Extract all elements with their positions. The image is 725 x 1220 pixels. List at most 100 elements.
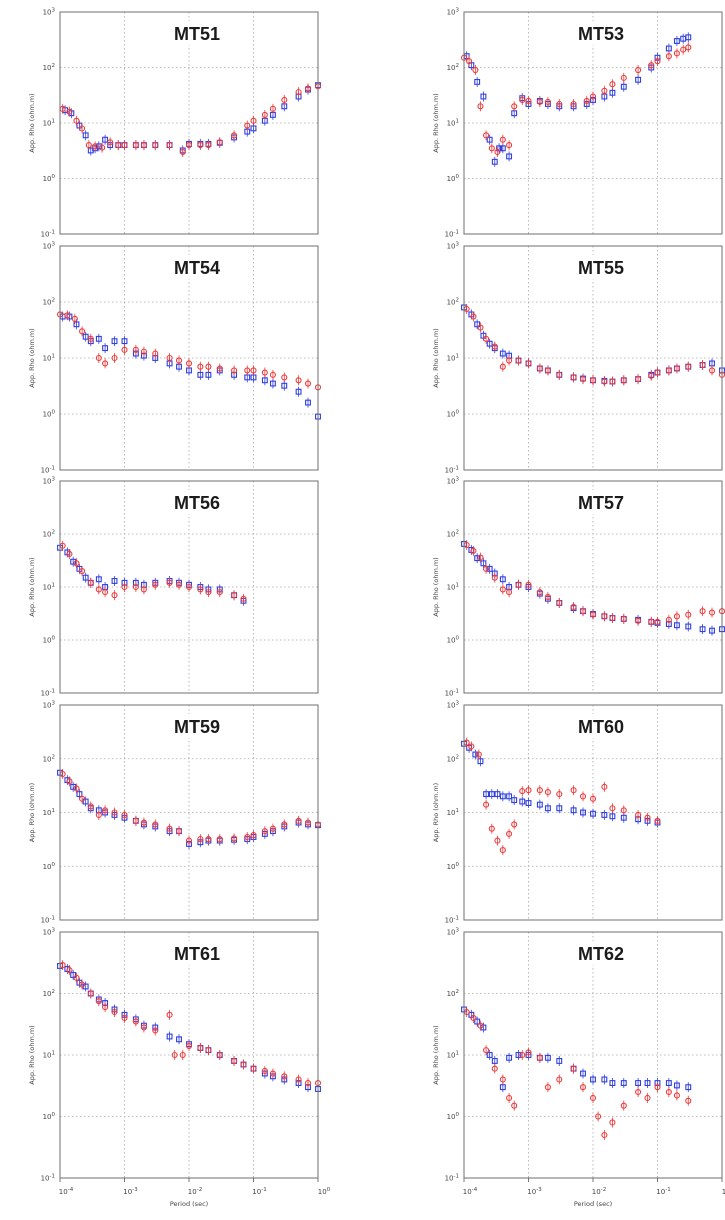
data-point [590, 810, 596, 817]
data-point [261, 111, 268, 118]
data-point [185, 583, 193, 591]
data-point [121, 1014, 128, 1022]
data-point [140, 819, 147, 826]
data-point [483, 1047, 490, 1054]
y-tick-label: 103 [447, 477, 460, 486]
panel-mt55: 10-1 100 101 102 103 App. Rho (ohm.m) MT55 [432, 242, 725, 475]
data-point [102, 345, 109, 352]
data-point [488, 825, 495, 832]
data-point [515, 581, 522, 588]
y-axis-label: App. Rho (ohm.m) [432, 328, 440, 387]
data-point [474, 321, 481, 328]
data-point [648, 62, 655, 69]
x-tick-label: 10-2 [188, 1187, 202, 1196]
data-point [472, 751, 479, 758]
data-point [132, 583, 139, 591]
data-point [70, 558, 77, 565]
data-point [269, 105, 276, 112]
data-point [281, 96, 288, 104]
x-axis-label: Period (sec) [574, 1200, 612, 1208]
data-point [609, 805, 616, 812]
data-point [82, 574, 89, 581]
y-tick-label: 103 [447, 8, 460, 17]
data-point [491, 158, 498, 165]
data-point [685, 611, 692, 618]
data-point [601, 378, 608, 385]
y-tick-label: 102 [43, 754, 55, 763]
plot-frame [463, 704, 723, 921]
data-point [483, 801, 490, 808]
data-point [197, 586, 204, 593]
data-point [536, 98, 543, 105]
data-point [121, 583, 128, 591]
data-point [654, 817, 661, 824]
data-point [654, 369, 661, 376]
data-point [295, 1076, 302, 1083]
data-point [132, 142, 139, 149]
data-point [477, 324, 484, 331]
panel-mt54: 10-1 100 101 102 103 App. Rho (ohm.m) MT54 [28, 242, 322, 475]
y-axis-label: App. Rho (ohm.m) [432, 783, 440, 842]
y-tick-label: 10-1 [41, 916, 55, 925]
data-point [589, 377, 597, 384]
y-tick-label: 103 [43, 701, 56, 710]
data-point [166, 142, 173, 149]
data-point [95, 586, 102, 593]
data-point [494, 837, 501, 844]
data-point [85, 142, 92, 149]
y-tick-label: 102 [447, 530, 459, 539]
data-point [95, 143, 102, 150]
data-point [197, 363, 204, 370]
data-point [240, 1061, 247, 1068]
data-point [491, 343, 498, 350]
data-point [519, 1051, 526, 1059]
data-point [544, 1084, 551, 1091]
data-point [216, 365, 223, 372]
data-point [609, 1119, 616, 1126]
data-point [132, 817, 139, 824]
data-point [685, 34, 692, 41]
data-point [525, 800, 532, 806]
data-point [685, 1084, 692, 1091]
data-point [544, 789, 551, 796]
data-point [556, 599, 563, 607]
data-point [166, 579, 173, 586]
data-point [111, 354, 118, 362]
y-tick-label: 100 [447, 174, 460, 183]
station-title: MT57 [578, 493, 624, 513]
data-point [483, 791, 490, 798]
data-point [620, 74, 627, 81]
y-axis-label: App. Rho (ohm.m) [28, 1025, 36, 1084]
data-point [620, 1102, 627, 1109]
station-title: MT59 [174, 717, 220, 737]
data-point [152, 1027, 159, 1034]
data-point [506, 357, 513, 364]
y-tick-label: 10-1 [41, 230, 55, 239]
data-point [506, 153, 513, 160]
data-point [620, 814, 627, 821]
data-point [579, 793, 587, 800]
data-point [216, 836, 223, 843]
y-tick-label: 100 [447, 410, 460, 419]
plot-frame [59, 931, 319, 1179]
data-point [121, 346, 128, 353]
data-point [635, 617, 642, 624]
plot-frame [59, 11, 319, 235]
data-point [140, 586, 147, 593]
data-point [708, 609, 716, 616]
data-point [644, 814, 651, 821]
data-point [499, 350, 506, 357]
x-tick-label: 10-4 [59, 1187, 74, 1196]
data-point [620, 83, 627, 90]
data-point [654, 58, 661, 65]
data-point [506, 1054, 513, 1061]
station-title: MT61 [174, 944, 220, 964]
data-point [511, 821, 518, 828]
data-point [673, 1082, 680, 1089]
data-point [680, 46, 687, 53]
data-point [472, 66, 479, 74]
data-point [176, 1036, 182, 1043]
data-point [519, 798, 526, 805]
data-point [609, 89, 616, 96]
data-point [250, 367, 257, 374]
